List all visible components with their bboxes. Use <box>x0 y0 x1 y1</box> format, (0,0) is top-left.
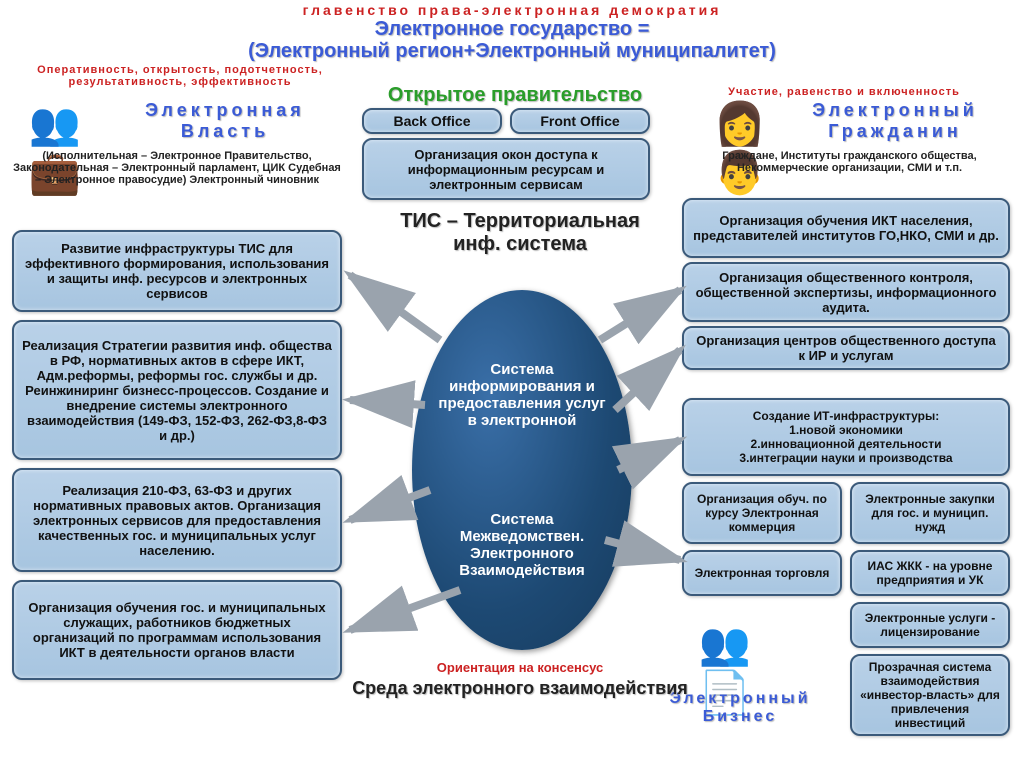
e-power-title: Электронная Власть <box>100 100 350 142</box>
right-top-0: Организация обучения ИКТ населения, пред… <box>682 198 1010 258</box>
back-office-box: Back Office <box>362 108 502 134</box>
right-small-3: ИАС ЖКК - на уровне предприятия и УК <box>850 550 1010 596</box>
bottom-black: Среда электронного взаимодействия <box>330 678 710 699</box>
right-small-1: Электронные закупки для гос. и муницип. … <box>850 482 1010 544</box>
people-icon-right: 👩👨 <box>710 100 770 198</box>
right-red-sub: Участие, равенство и включенность <box>664 86 1024 98</box>
title-line2: Электронное государство = <box>0 18 1024 41</box>
right-small-2: Электронная торговля <box>682 550 842 596</box>
left-box-0: Развитие инфраструктуры ТИС для эффектив… <box>12 230 342 312</box>
right-top-2: Организация центров общественного доступ… <box>682 326 1010 370</box>
left-box-3: Организация обучения гос. и муниципальны… <box>12 580 342 680</box>
title-line3: (Электронный регион+Электронный муниципа… <box>0 40 1024 63</box>
oval-top-text: Система информирования и предоставления … <box>432 361 612 429</box>
e-citizen-title: Электронный Гражданин <box>770 100 1020 142</box>
right-small-0: Организация обуч. по курсу Электронная к… <box>682 482 842 544</box>
right-small-4: Электронные услуги - лицензирование <box>850 602 1010 648</box>
central-oval: Система информирования и предоставления … <box>412 290 632 650</box>
header-red-line: главенство права-электронная демократия <box>0 2 1024 18</box>
front-office-box: Front Office <box>510 108 650 134</box>
tis-title: ТИС – Территориальная инф. система <box>390 210 650 256</box>
right-small-5: Прозрачная система взаимодействия «инвес… <box>850 654 1010 736</box>
left-box-1: Реализация Стратегии развития инф. общес… <box>12 320 342 460</box>
right-top-1: Организация общественного контроля, обще… <box>682 262 1010 322</box>
oval-bottom-text: Система Межведомствен. Электронного Взаи… <box>432 511 612 579</box>
open-gov-title: Открытое правительство <box>350 84 680 107</box>
left-box-2: Реализация 210-ФЗ, 63-ФЗ и других нормат… <box>12 468 342 572</box>
e-citizen-desc: Граждане, Институты гражданского обществ… <box>682 150 1017 174</box>
right-infra: Создание ИТ-инфраструктуры: 1.новой экон… <box>682 398 1010 476</box>
access-box: Организация окон доступа к информационны… <box>362 138 650 200</box>
e-power-desc: (Исполнительная – Электронное Правительс… <box>12 150 342 186</box>
bottom-red: Ориентация на консенсус <box>360 660 680 675</box>
left-red-sub: Оперативность, открытость, подотчетность… <box>0 64 360 88</box>
